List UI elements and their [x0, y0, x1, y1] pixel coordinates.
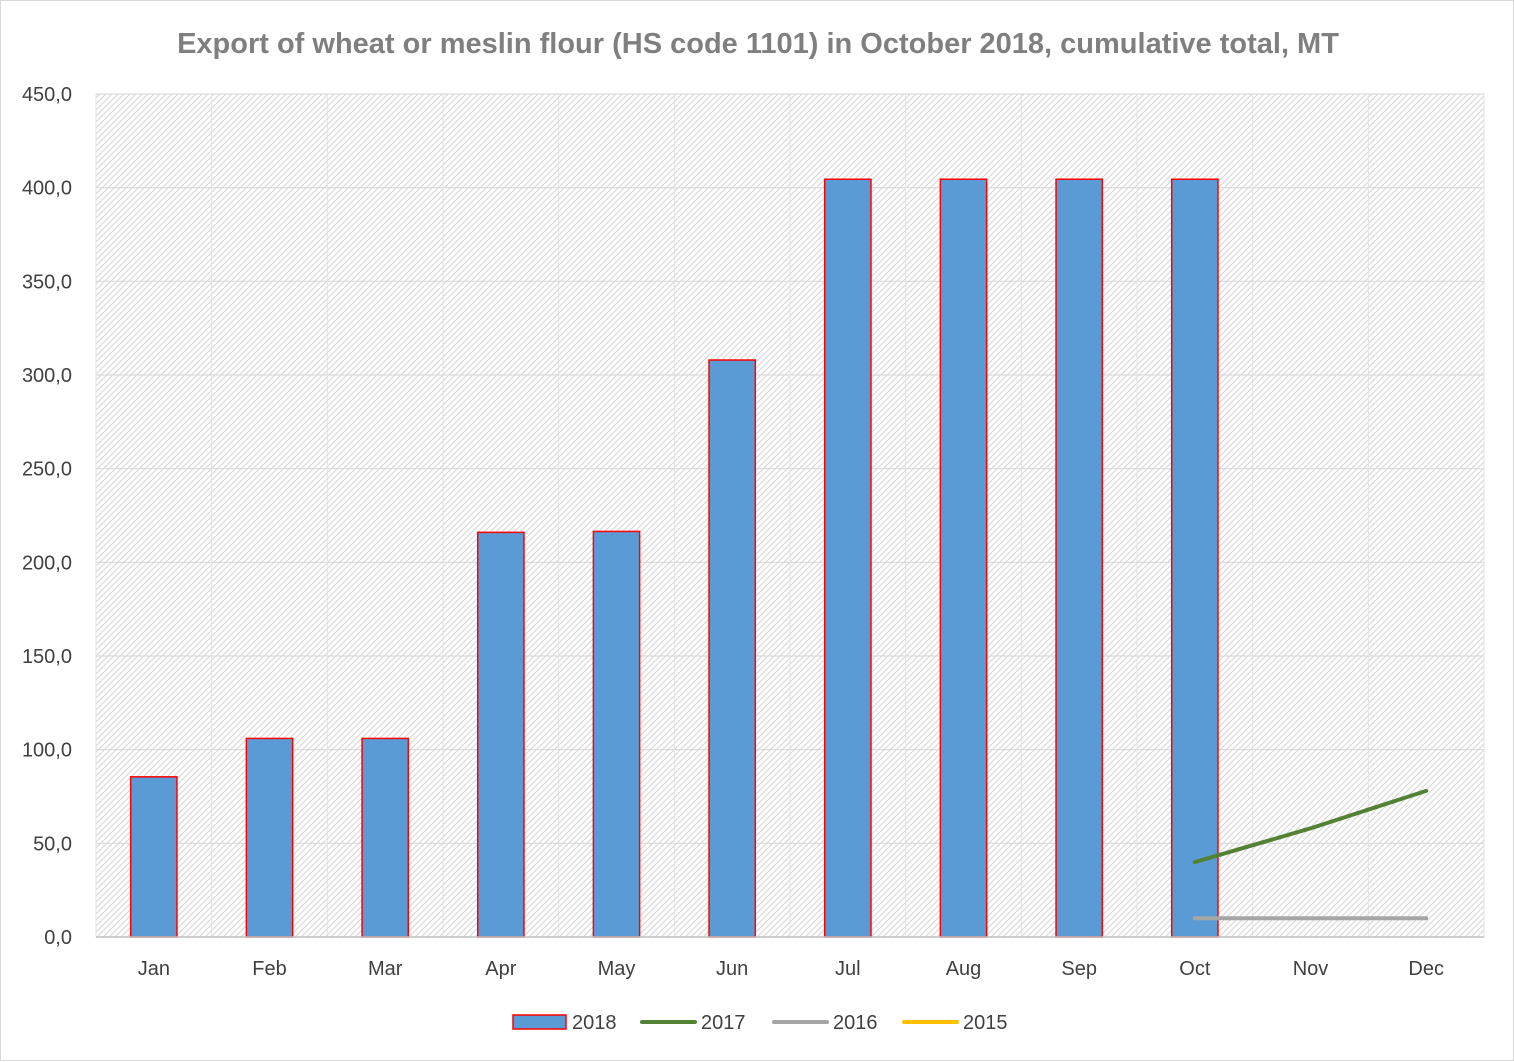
bar-2018-oct	[1170, 178, 1219, 938]
x-tick-label: Feb	[252, 958, 286, 980]
x-tick-label: Apr	[485, 958, 516, 980]
bar-2018-apr	[476, 531, 525, 938]
legend-swatch-2018	[512, 1014, 567, 1030]
y-tick-label: 250,0	[22, 459, 72, 481]
legend-label-2016: 2016	[833, 1012, 878, 1034]
x-tick-label: Jul	[835, 958, 861, 980]
x-tick-label: Nov	[1293, 958, 1329, 980]
chart-title: Export of wheat or meslin flour (HS code…	[177, 28, 1339, 60]
x-tick-label: Oct	[1179, 958, 1211, 980]
line-series-2017	[1192, 788, 1429, 865]
line-series	[1192, 788, 1429, 921]
x-axis-tick-labels: Jan Feb Mar Apr May Jun Jul Aug Sep Oct Nov Dec	[138, 958, 1444, 980]
y-tick-label: 200,0	[22, 552, 72, 574]
y-tick-label: 50,0	[33, 833, 72, 855]
vertical-gridlines	[95, 94, 1485, 937]
bar-2018-feb	[245, 737, 294, 938]
x-tick-label: Aug	[946, 958, 982, 980]
y-tick-label: 150,0	[22, 646, 72, 668]
bar-series	[129, 178, 1219, 938]
bar-2018-jan	[129, 776, 178, 938]
x-tick-label: Dec	[1408, 958, 1444, 980]
bar-2018-sep	[1055, 178, 1104, 938]
bar-2018-jul	[823, 178, 872, 938]
x-tick-label: May	[598, 958, 636, 980]
x-tick-label: Jan	[138, 958, 170, 980]
legend-label-2015: 2015	[963, 1012, 1008, 1034]
x-tick-label: Sep	[1061, 958, 1097, 980]
y-tick-label: 400,0	[22, 178, 72, 200]
bar-2018-aug	[939, 178, 988, 938]
y-tick-label: 450,0	[22, 84, 72, 106]
x-tick-label: Jun	[716, 958, 748, 980]
bar-2018-may	[592, 530, 641, 938]
y-tick-label: 0,0	[44, 927, 72, 949]
x-tick-label: Mar	[368, 958, 403, 980]
y-tick-label: 300,0	[22, 365, 72, 387]
bar-2018-jun	[708, 359, 757, 938]
legend-label-2017: 2017	[701, 1012, 746, 1034]
y-tick-label: 100,0	[22, 740, 72, 762]
y-tick-label: 350,0	[22, 271, 72, 293]
y-axis-tick-labels: 0,0 50,0 100,0 150,0 200,0 250,0 300,0 350,0 400…	[22, 84, 72, 949]
legend-label-2018: 2018	[572, 1012, 617, 1034]
legend: 2018 2017 2016 2015	[512, 1012, 1008, 1034]
bar-2018-mar	[361, 737, 410, 938]
